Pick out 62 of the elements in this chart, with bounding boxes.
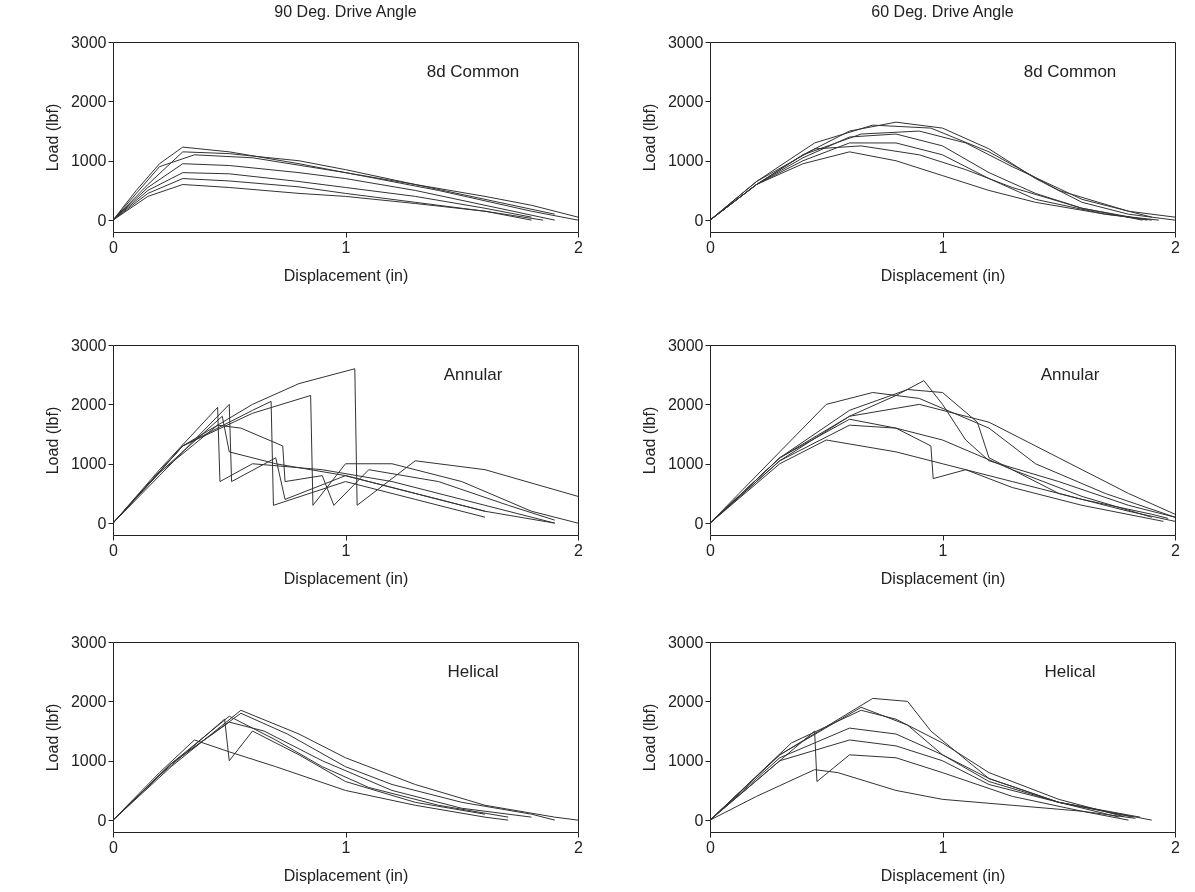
y-tick-label: 0 bbox=[694, 514, 704, 532]
x-tick-label: 0 bbox=[109, 238, 119, 256]
x-tick-label: 1 bbox=[341, 238, 351, 256]
y-tick-label: 3000 bbox=[667, 336, 704, 354]
y-axis-title: Load (lbf) bbox=[640, 406, 658, 475]
y-tick-label: 0 bbox=[97, 811, 107, 829]
annotation: Helical bbox=[1044, 662, 1096, 681]
x-tick-label: 1 bbox=[938, 541, 948, 559]
y-axis-title: Load (lbf) bbox=[43, 103, 61, 172]
x-tick-label: 1 bbox=[341, 838, 351, 856]
x-axis-title: Displacement (in) bbox=[880, 569, 1006, 587]
y-axis-title: Load (lbf) bbox=[43, 406, 61, 475]
x-tick-label: 0 bbox=[109, 838, 119, 856]
y-tick-label: 0 bbox=[694, 211, 704, 229]
y-tick-label: 0 bbox=[97, 514, 107, 532]
annotation: 8d Common bbox=[426, 62, 520, 81]
annotation: 8d Common bbox=[1023, 62, 1117, 81]
y-tick-label: 1000 bbox=[70, 455, 107, 473]
y-tick-label: 2000 bbox=[70, 692, 107, 710]
y-tick-label: 1000 bbox=[667, 752, 704, 770]
x-tick-label: 2 bbox=[574, 838, 584, 856]
x-tick-label: 0 bbox=[706, 838, 716, 856]
y-axis-title: Load (lbf) bbox=[43, 703, 61, 772]
y-tick-label: 3000 bbox=[70, 33, 107, 51]
y-tick-label: 1000 bbox=[70, 152, 107, 170]
y-tick-label: 2000 bbox=[667, 92, 704, 110]
y-axis-title: Load (lbf) bbox=[640, 703, 658, 772]
annotation: Annular bbox=[443, 365, 503, 384]
x-tick-label: 1 bbox=[341, 541, 351, 559]
x-axis-title: Displacement (in) bbox=[880, 266, 1006, 284]
x-tick-label: 0 bbox=[706, 541, 716, 559]
x-tick-label: 2 bbox=[1171, 541, 1181, 559]
y-tick-label: 0 bbox=[694, 811, 704, 829]
x-tick-label: 0 bbox=[706, 238, 716, 256]
x-axis-title: Displacement (in) bbox=[283, 866, 409, 884]
x-tick-label: 2 bbox=[574, 238, 584, 256]
chart-title: 90 Deg. Drive Angle bbox=[274, 3, 417, 20]
y-tick-label: 1000 bbox=[70, 752, 107, 770]
x-axis-title: Displacement (in) bbox=[283, 569, 409, 587]
y-tick-label: 1000 bbox=[667, 152, 704, 170]
y-tick-label: 2000 bbox=[667, 395, 704, 413]
x-tick-label: 2 bbox=[1171, 838, 1181, 856]
x-tick-label: 0 bbox=[109, 541, 119, 559]
x-axis-title: Displacement (in) bbox=[880, 866, 1006, 884]
x-tick-label: 2 bbox=[1171, 238, 1181, 256]
x-tick-label: 2 bbox=[574, 541, 584, 559]
y-tick-label: 3000 bbox=[667, 33, 704, 51]
y-axis-title: Load (lbf) bbox=[640, 103, 658, 172]
y-tick-label: 3000 bbox=[70, 633, 107, 651]
y-tick-label: 1000 bbox=[667, 455, 704, 473]
annotation: Annular bbox=[1040, 365, 1100, 384]
y-tick-label: 2000 bbox=[70, 395, 107, 413]
y-tick-label: 2000 bbox=[667, 692, 704, 710]
x-tick-label: 1 bbox=[938, 838, 948, 856]
y-tick-label: 2000 bbox=[70, 92, 107, 110]
x-tick-label: 1 bbox=[938, 238, 948, 256]
y-tick-label: 3000 bbox=[667, 633, 704, 651]
y-tick-label: 0 bbox=[97, 211, 107, 229]
annotation: Helical bbox=[447, 662, 499, 681]
chart-title: 60 Deg. Drive Angle bbox=[871, 3, 1014, 20]
y-tick-label: 3000 bbox=[70, 336, 107, 354]
x-axis-title: Displacement (in) bbox=[283, 266, 409, 284]
